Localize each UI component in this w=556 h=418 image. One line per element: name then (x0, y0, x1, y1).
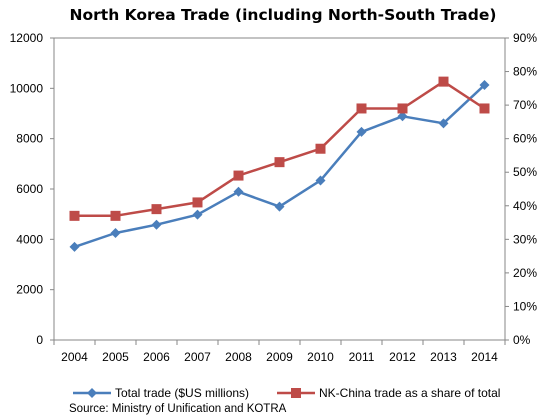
right-tick-label-50: 50% (513, 165, 537, 179)
source-note: Source: Ministry of Unification and KOTR… (69, 403, 287, 415)
data-point-total-trade-us-millions-2013 (438, 118, 449, 129)
x-tick-label-2009: 2009 (266, 350, 293, 364)
x-tick-label-2014: 2014 (471, 350, 498, 364)
x-tick-label-2006: 2006 (143, 350, 170, 364)
right-tick-label-10: 10% (513, 299, 537, 313)
right-tick-label-0: 0% (513, 333, 531, 347)
left-tick-label-12000: 12000 (10, 31, 44, 45)
x-tick-label-2011: 2011 (349, 350, 375, 364)
x-tick-label-2005: 2005 (102, 350, 129, 364)
data-point-total-trade-us-millions-2011 (356, 126, 367, 137)
data-point-nk-china-trade-as-a-share-of-total-2009 (274, 157, 285, 168)
left-tick-label-8000: 8000 (16, 132, 43, 146)
data-point-nk-china-trade-as-a-share-of-total-2010 (315, 143, 326, 154)
data-point-total-trade-us-millions-2009 (274, 201, 285, 212)
right-tick-label-20: 20% (513, 266, 537, 280)
right-tick-label-40: 40% (513, 199, 537, 213)
data-point-total-trade-us-millions-2008 (233, 186, 244, 197)
data-point-nk-china-trade-as-a-share-of-total-2012 (397, 103, 408, 114)
left-tick-label-10000: 10000 (10, 81, 44, 95)
data-point-total-trade-us-millions-2014 (479, 80, 490, 91)
left-tick-label-4000: 4000 (16, 232, 43, 246)
right-tick-label-80: 80% (513, 65, 537, 79)
x-tick-label-2010: 2010 (307, 350, 334, 364)
data-point-total-trade-us-millions-2006 (151, 219, 162, 230)
right-axis-ticks: 0% 10% 20% 30% 40% 50% 60% 70% 80% 90% (505, 31, 537, 347)
x-tick-label-2012: 2012 (389, 350, 416, 364)
left-axis-ticks: 0 2000 4000 6000 8000 10000 12000 (10, 31, 54, 347)
right-tick-label-90: 90% (513, 31, 537, 45)
x-tick-label-2013: 2013 (430, 350, 457, 364)
plot-area (53, 37, 506, 341)
right-tick-label-30: 30% (513, 232, 537, 246)
data-point-nk-china-trade-as-a-share-of-total-2005 (110, 210, 121, 221)
right-tick-label-70: 70% (513, 98, 537, 112)
data-point-total-trade-us-millions-2007 (192, 209, 203, 220)
data-point-nk-china-trade-as-a-share-of-total-2011 (356, 103, 367, 114)
legend-label-total-trade: Total trade ($US millions) (115, 386, 249, 400)
right-tick-label-60: 60% (513, 132, 537, 146)
data-point-total-trade-us-millions-2004 (69, 241, 80, 252)
legend-item-china-share[interactable]: NK-China trade as a share of total (277, 386, 500, 400)
series-line-nk-china-trade-as-a-share-of-total (74, 80, 486, 218)
legend-marker-total-trade (87, 388, 97, 398)
legend-marker-china-share (291, 388, 301, 398)
legend-item-total-trade[interactable]: Total trade ($US millions) (73, 386, 249, 400)
data-point-nk-china-trade-as-a-share-of-total-2008 (233, 170, 244, 181)
data-point-nk-china-trade-as-a-share-of-total-2004 (69, 210, 80, 221)
left-tick-label-2000: 2000 (16, 283, 43, 297)
x-tick-label-2008: 2008 (225, 350, 252, 364)
data-point-nk-china-trade-as-a-share-of-total-2006 (151, 204, 162, 215)
x-tick-label-2007: 2007 (184, 350, 211, 364)
left-tick-label-0: 0 (36, 333, 43, 347)
data-point-nk-china-trade-as-a-share-of-total-2014 (479, 103, 490, 114)
chart-title: North Korea Trade (including North-South… (70, 6, 497, 24)
legend: Total trade ($US millions) NK-China trad… (73, 386, 500, 400)
data-point-nk-china-trade-as-a-share-of-total-2013 (438, 76, 449, 87)
data-point-total-trade-us-millions-2005 (110, 228, 121, 239)
data-point-total-trade-us-millions-2010 (315, 175, 326, 186)
data-point-nk-china-trade-as-a-share-of-total-2007 (192, 197, 203, 208)
x-axis-ticks: 2004 2005 2006 2007 2008 2009 2010 2011 2012 2013… (53, 340, 506, 364)
legend-label-china-share: NK-China trade as a share of total (319, 386, 500, 400)
x-tick-label-2004: 2004 (61, 350, 88, 364)
left-tick-label-6000: 6000 (16, 182, 43, 196)
data-point-total-trade-us-millions-2012 (397, 111, 408, 122)
series-layer (69, 76, 490, 252)
